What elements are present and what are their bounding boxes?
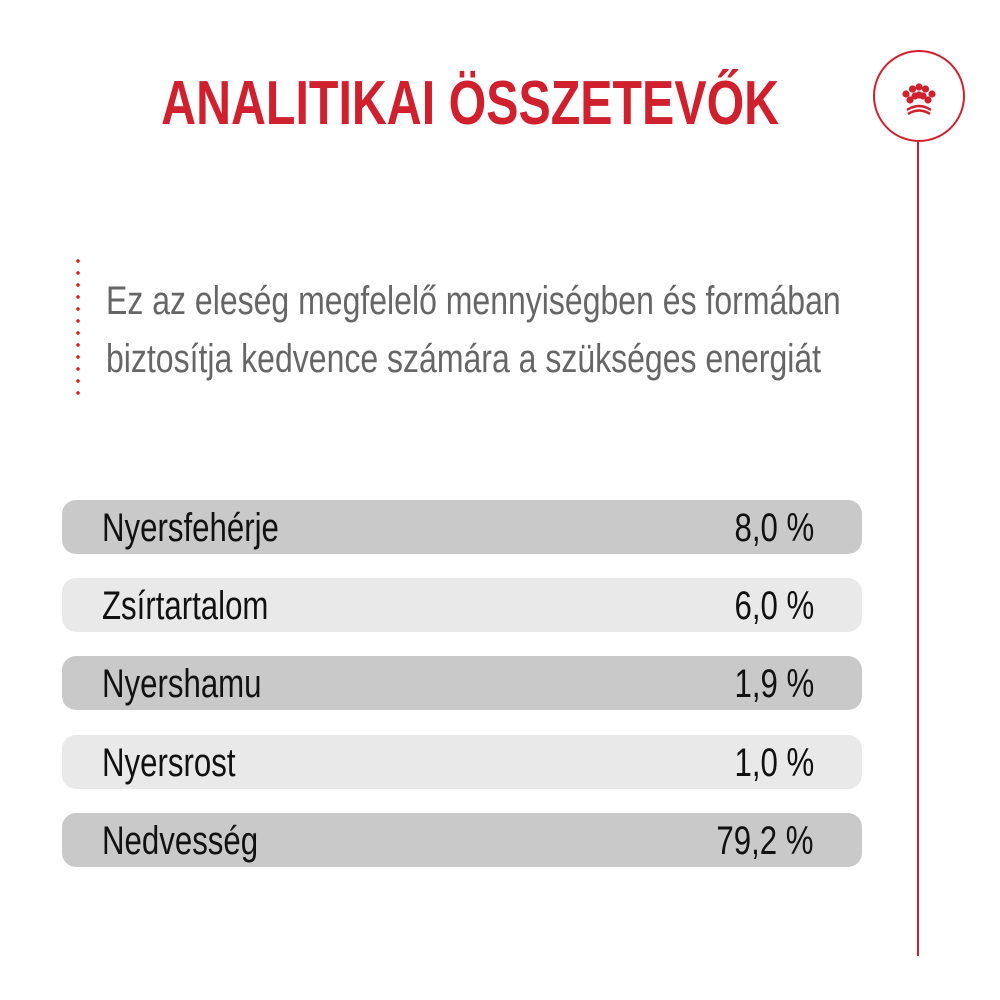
nutrient-value: 1,0 % bbox=[734, 741, 814, 785]
nutrient-value: 79,2 % bbox=[716, 819, 814, 863]
nutrient-row: Nyersfehérje 8,0 % bbox=[62, 500, 862, 554]
nutrient-label: Zsírtartalom bbox=[102, 584, 269, 628]
dotted-divider bbox=[76, 255, 80, 395]
nutrient-row: Nyersrost 1,0 % bbox=[62, 735, 862, 789]
nutrient-label: Nyersfehérje bbox=[102, 506, 279, 550]
nutrient-row: Nedvesség 79,2 % bbox=[62, 813, 862, 867]
brand-logo bbox=[873, 50, 965, 142]
nutrient-value: 6,0 % bbox=[734, 584, 814, 628]
decorative-line bbox=[917, 140, 919, 956]
page-title: ANALITIKAI ÖSSZETEVŐK bbox=[161, 69, 779, 138]
intro-text: Ez az eleség megfelelő mennyiségben és f… bbox=[106, 279, 841, 381]
nutrient-row: Nyershamu 1,9 % bbox=[62, 656, 862, 710]
nutrient-value: 8,0 % bbox=[734, 506, 814, 550]
nutrient-row: Zsírtartalom 6,0 % bbox=[62, 578, 862, 632]
nutrient-value: 1,9 % bbox=[734, 662, 814, 706]
crown-icon bbox=[902, 83, 936, 116]
nutrient-label: Nyersrost bbox=[102, 741, 236, 785]
nutrient-label: Nyershamu bbox=[102, 662, 262, 706]
nutrient-label: Nedvesség bbox=[102, 819, 259, 863]
